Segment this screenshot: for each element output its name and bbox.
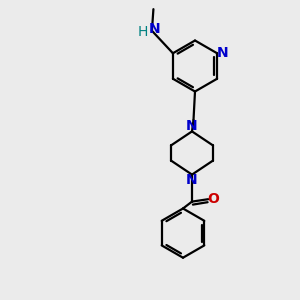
Text: N: N [186,173,198,187]
Text: N: N [217,46,228,60]
Text: O: O [208,192,220,206]
Text: H: H [137,25,148,39]
Text: N: N [148,22,160,36]
Text: N: N [186,119,198,133]
